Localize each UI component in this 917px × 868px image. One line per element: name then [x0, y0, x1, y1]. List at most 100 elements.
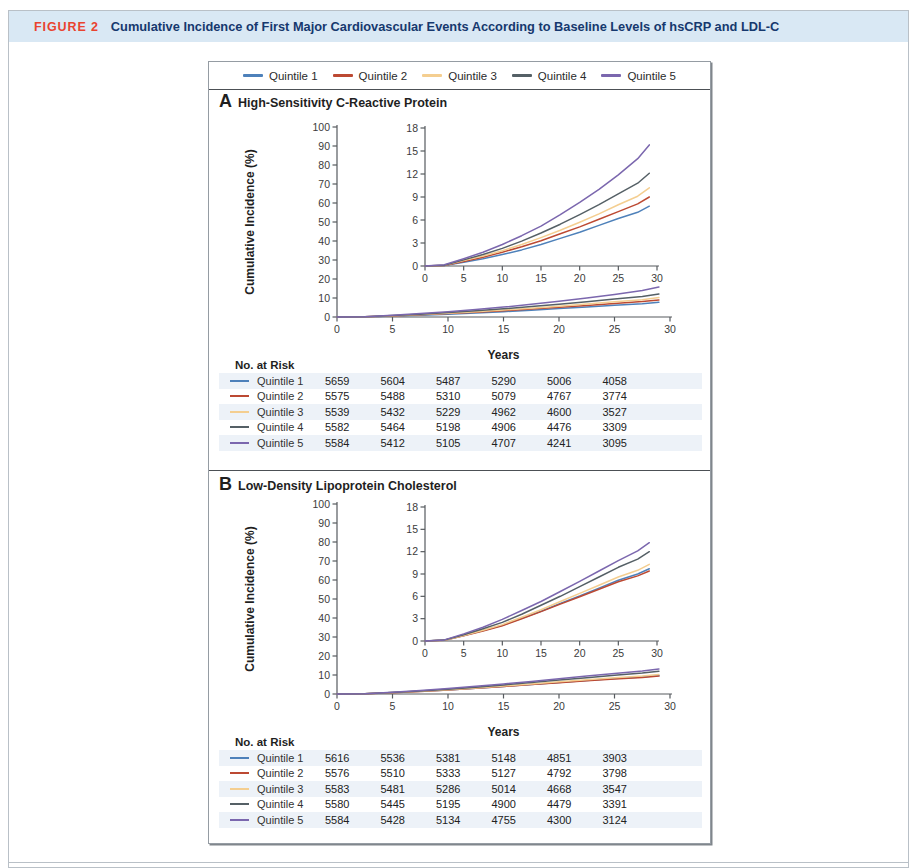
risk-count: 5105: [436, 437, 460, 449]
risk-table-row: Quintile 4558054455195490044793391: [219, 797, 702, 813]
y-tick-label: 0: [324, 688, 330, 700]
y-tick-label: 18: [406, 122, 418, 134]
y-tick-label: 30: [318, 631, 330, 643]
risk-count: 5445: [381, 798, 405, 810]
y-tick-label: 60: [318, 197, 330, 209]
y-tick-label: 70: [318, 555, 330, 567]
risk-row-line-swatch: [230, 380, 249, 382]
risk-count: 3391: [603, 798, 627, 810]
risk-count: 5006: [547, 375, 571, 387]
y-tick-label: 20: [318, 273, 330, 285]
y-tick-label: 60: [318, 574, 330, 586]
risk-count: 5583: [325, 783, 349, 795]
y-tick-label: 50: [318, 593, 330, 605]
risk-count: 5575: [325, 390, 349, 402]
risk-count: 4300: [547, 814, 571, 826]
inset-series-line-quintile-1: [425, 206, 649, 266]
figure-label: FIGURE 2: [34, 20, 99, 34]
panel-a-chart: 0102030405060708090100051015202530036912…: [243, 121, 676, 363]
risk-count: 5481: [381, 783, 405, 795]
risk-row-label: Quintile 5: [257, 814, 303, 826]
risk-row-label: Quintile 1: [257, 752, 303, 764]
risk-row-label: Quintile 5: [257, 437, 303, 449]
x-tick-label: 20: [553, 323, 565, 335]
y-tick-label: 10: [318, 669, 330, 681]
risk-count: 4767: [547, 390, 571, 402]
risk-table-row: Quintile 4558254645198490644763309: [219, 420, 702, 436]
y-tick-label: 9: [412, 191, 418, 203]
y-tick-label: 6: [412, 214, 418, 226]
risk-table-row: Quintile 2557655105333512747923798: [219, 766, 702, 782]
risk-count: 4851: [547, 752, 571, 764]
x-tick-label: 25: [612, 272, 624, 284]
risk-count: 5198: [436, 421, 460, 433]
x-tick-label: 30: [664, 700, 676, 712]
risk-count: 5412: [381, 437, 405, 449]
risk-count: 5582: [325, 421, 349, 433]
risk-count: 5148: [492, 752, 516, 764]
main-series-line-quintile-5: [337, 669, 659, 694]
inset-series-line-quintile-2: [425, 197, 649, 266]
y-axis-title: Cumulative Incidence (%): [243, 526, 257, 671]
risk-row-line-swatch: [230, 772, 249, 774]
risk-count: 5286: [436, 783, 460, 795]
x-tick-label: 0: [334, 323, 340, 335]
x-tick-label: 25: [609, 323, 621, 335]
risk-row-line-swatch: [230, 819, 249, 821]
risk-count: 5310: [436, 390, 460, 402]
x-tick-label: 15: [498, 323, 510, 335]
x-tick-label: 5: [390, 700, 396, 712]
risk-count: 5079: [492, 390, 516, 402]
y-tick-label: 0: [324, 311, 330, 323]
y-tick-label: 50: [318, 216, 330, 228]
risk-row-line-swatch: [230, 442, 249, 444]
y-tick-label: 10: [318, 292, 330, 304]
risk-count: 4058: [603, 375, 627, 387]
y-tick-label: 20: [318, 650, 330, 662]
panel-b-chart: 0102030405060708090100051015202530036912…: [243, 498, 676, 740]
risk-row-label: Quintile 2: [257, 767, 303, 779]
risk-count: 5510: [381, 767, 405, 779]
risk-count: 5488: [381, 390, 405, 402]
risk-row-label: Quintile 3: [257, 783, 303, 795]
risk-count: 5229: [436, 406, 460, 418]
main-series-line-quintile-4: [337, 671, 659, 694]
y-tick-label: 12: [406, 545, 418, 557]
y-tick-label: 12: [406, 168, 418, 180]
risk-count: 5584: [325, 437, 349, 449]
risk-count: 4900: [492, 798, 516, 810]
y-tick-label: 9: [412, 568, 418, 580]
figure-card: FIGURE 2 Cumulative Incidence of First M…: [8, 10, 909, 868]
risk-count: 4668: [547, 783, 571, 795]
x-tick-label: 0: [422, 647, 428, 659]
risk-table-a: No. at RiskQuintile 15659560454875290500…: [209, 359, 712, 455]
risk-count: 5539: [325, 406, 349, 418]
y-tick-label: 70: [318, 178, 330, 190]
y-tick-label: 40: [318, 235, 330, 247]
y-tick-label: 3: [412, 612, 418, 624]
x-tick-label: 20: [553, 700, 565, 712]
y-tick-label: 3: [412, 237, 418, 249]
risk-count: 5487: [436, 375, 460, 387]
risk-table-row: Quintile 5558454125105470742413095: [219, 435, 702, 451]
risk-count: 5604: [381, 375, 405, 387]
risk-row-label: Quintile 4: [257, 798, 303, 810]
risk-count: 3547: [603, 783, 627, 795]
y-tick-label: 100: [312, 121, 330, 133]
inset-series-line-quintile-3: [425, 188, 649, 266]
risk-count: 5584: [325, 814, 349, 826]
risk-count: 5464: [381, 421, 405, 433]
card-section-divider: [9, 862, 908, 863]
risk-row-line-swatch: [230, 803, 249, 805]
risk-table-row: Quintile 1565956045487529050064058: [219, 373, 702, 389]
risk-count: 5290: [492, 375, 516, 387]
panel-divider: [209, 470, 710, 471]
x-tick-label: 20: [574, 272, 586, 284]
y-tick-label: 100: [312, 498, 330, 510]
risk-count: 5616: [325, 752, 349, 764]
y-tick-label: 80: [318, 536, 330, 548]
risk-count: 5014: [492, 783, 516, 795]
risk-row-line-swatch: [230, 788, 249, 790]
x-tick-label: 10: [442, 323, 454, 335]
risk-row-label: Quintile 2: [257, 390, 303, 402]
